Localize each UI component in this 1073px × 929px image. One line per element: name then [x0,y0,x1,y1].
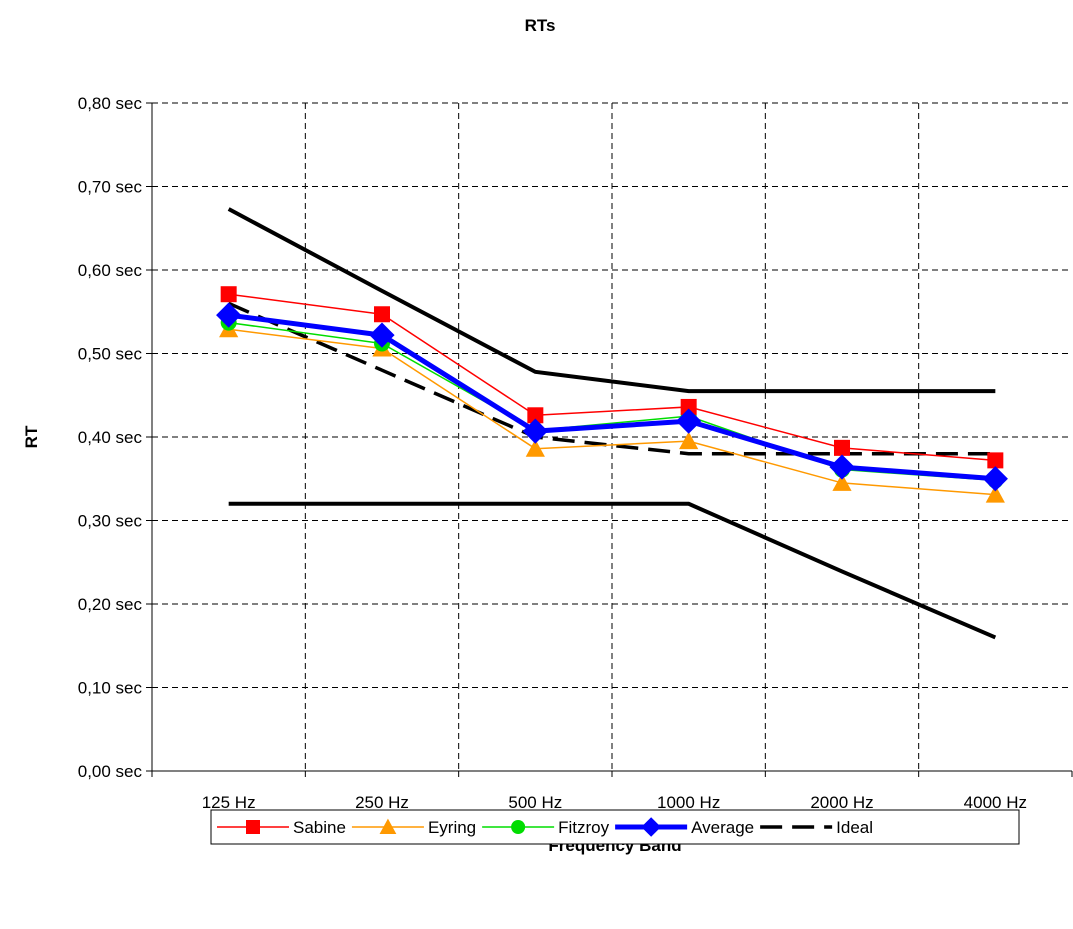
y-tick-label: 0,30 sec [78,512,143,531]
legend-marker-sabine [246,820,260,834]
y-tick-label: 0,20 sec [78,595,143,614]
data-point-sabine [834,439,850,456]
data-point-average [676,408,702,434]
x-tick-label: 4000 Hz [964,793,1027,812]
chart-title: RTs [525,16,556,35]
y-tick-label: 0,60 sec [78,261,143,280]
data-point-sabine [987,452,1004,469]
y-axis-title: RT [22,425,41,448]
x-tick-label: 250 Hz [355,793,409,812]
legend-box [210,809,1020,845]
x-tick-label: 125 Hz [202,793,256,812]
series-line-eyring [228,328,996,496]
y-tick-label: 0,10 sec [78,679,143,698]
legend-marker-average [641,817,661,837]
x-tick-label: 500 Hz [508,793,562,812]
y-tick-label: 0,40 sec [78,428,143,447]
data-point-average [369,322,395,348]
series-line-ideal [227,301,996,456]
limit-line [228,501,997,640]
y-tick-label: 0,00 sec [78,762,143,781]
data-point-average [982,466,1008,492]
legend-marker-eyring [379,818,397,834]
y-tick-label: 0,70 sec [78,178,143,197]
legend: Sabine Eyring Fitzroy Average Ideal [210,809,1020,845]
plot-area: 0,00 sec 0,10 sec 0,20 sec 0,30 sec 0,40 sec… [78,94,1073,812]
series-line-average [228,312,996,482]
legend-label-average: Average [691,818,754,837]
legend-label-eyring: Eyring [428,818,476,837]
data-point-sabine [374,306,390,323]
data-point-eyring [679,431,699,450]
legend-label-ideal: Ideal [836,818,873,837]
x-tick-label: 1000 Hz [657,793,720,812]
data-point-sabine [220,286,237,303]
data-point-average [216,302,242,328]
y-tick-label: 0,80 sec [78,94,143,113]
data-point-average [522,418,548,444]
data-point-sabine [527,407,544,424]
legend-label-sabine: Sabine [293,818,346,837]
series-line-sabine [228,293,996,462]
data-point-eyring [985,485,1005,503]
data-point-eyring [832,473,852,491]
data-point-eyring [525,439,545,457]
x-tick-label: 2000 Hz [810,793,873,812]
limit-line [227,207,996,394]
legend-label-fitzroy: Fitzroy [558,818,610,837]
y-tick-label: 0,50 sec [78,345,143,364]
data-point-average [829,454,855,480]
data-point-sabine [680,398,697,415]
legend-marker-fitzroy [511,820,526,834]
